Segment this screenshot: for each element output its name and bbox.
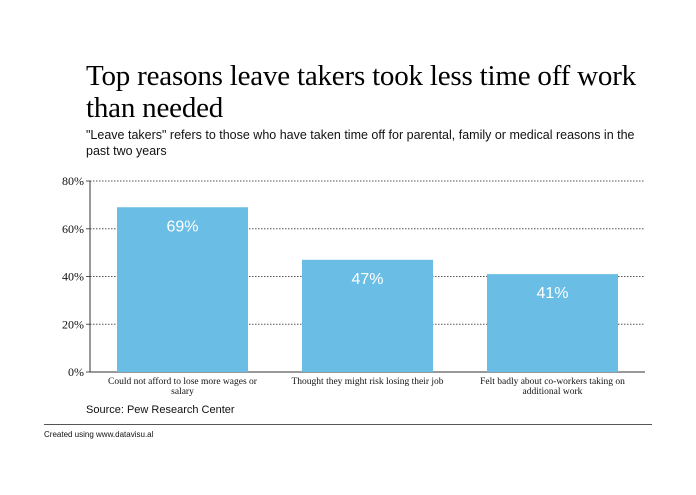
chart-title: Top reasons leave takers took less time … <box>86 60 636 124</box>
x-category-label: Felt badly about co-workers taking on add… <box>480 377 625 397</box>
bar <box>302 259 433 372</box>
x-category-label: Could not afford to lose more wages or sa… <box>108 376 258 397</box>
y-tick-label: 0% <box>68 365 84 379</box>
credit-note: Created using www.datavisu.al <box>44 430 154 439</box>
x-category-label: Thought they might risk losing their job <box>292 377 444 387</box>
bar <box>117 207 248 372</box>
bar-value-label: 47% <box>351 271 383 288</box>
y-tick-label: 20% <box>62 317 84 331</box>
bar-value-label: 41% <box>536 285 568 302</box>
bar-value-label: 69% <box>166 218 198 235</box>
y-tick-label: 80% <box>62 174 84 188</box>
source-note: Source: Pew Research Center <box>86 404 235 416</box>
footer-divider <box>44 424 652 425</box>
bar-chart: 0% 20% 40% 60% 80% 69% Could not afford to los… <box>62 174 645 397</box>
y-tick-label: 40% <box>62 270 84 284</box>
chart-subtitle: "Leave takers" refers to those who have … <box>86 128 635 158</box>
y-tick-label: 60% <box>62 222 84 236</box>
bar <box>487 274 618 372</box>
